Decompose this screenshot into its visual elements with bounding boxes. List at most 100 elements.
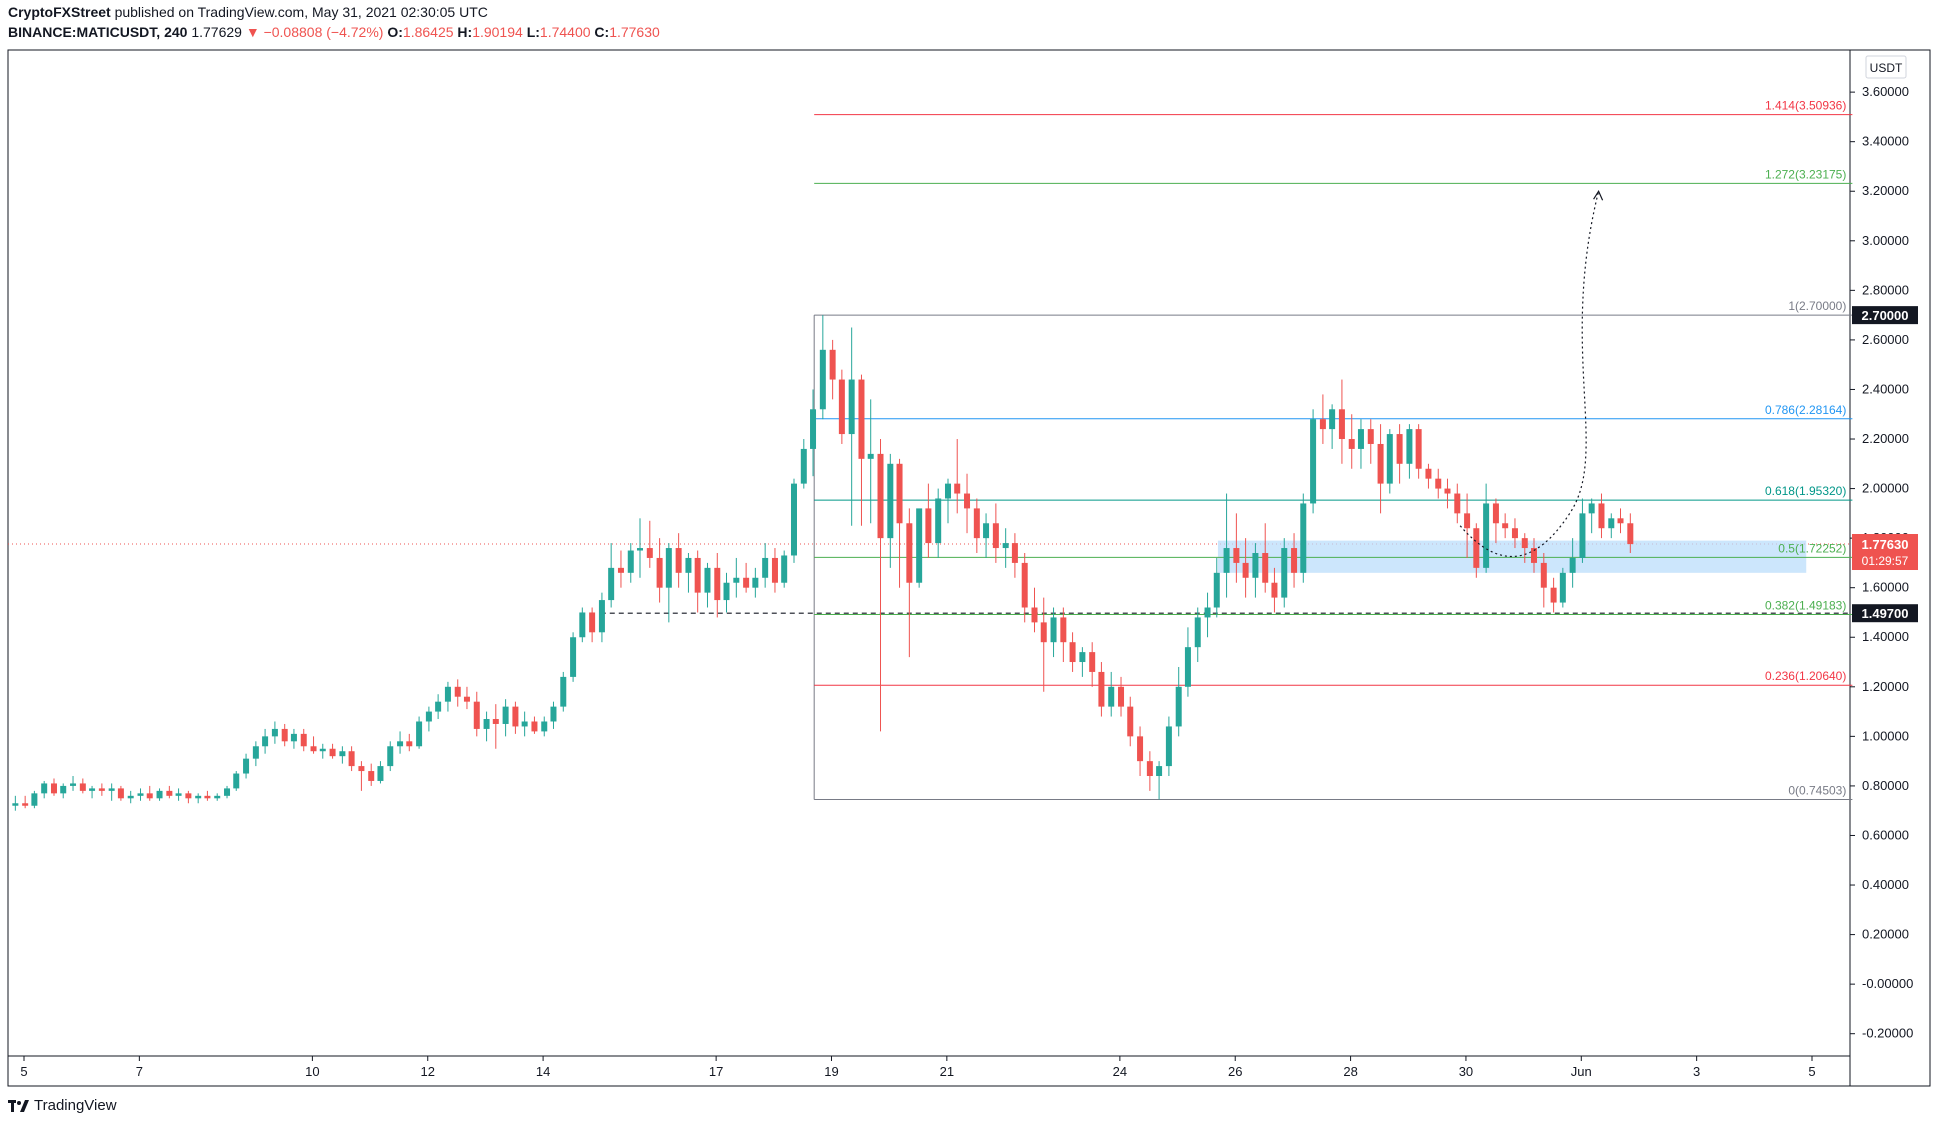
candle-body (195, 795, 202, 799)
candle-body (1406, 429, 1413, 464)
candle-body (829, 349, 836, 380)
candle-body (1454, 493, 1461, 514)
author-name[interactable]: CryptoFXStreet (8, 4, 111, 20)
publish-info: published on TradingView.com, May 31, 20… (114, 4, 488, 20)
candle-body (1464, 513, 1471, 529)
fib-level-label: 0.5(1.72252) (1778, 541, 1846, 555)
candle-body (406, 741, 413, 747)
candle-body (1310, 419, 1317, 504)
y-tick-label: 2.00000 (1862, 481, 1909, 496)
y-tick-label: 3.40000 (1862, 134, 1909, 149)
candle-body (1579, 513, 1586, 558)
tradingview-logo-icon (8, 1099, 29, 1112)
candle-body (1550, 587, 1557, 603)
fib-level-label: 0.236(1.20640) (1765, 669, 1846, 683)
currency-box (1865, 55, 1907, 79)
candle-body (1348, 439, 1355, 449)
down-arrow-icon: ▼ (245, 24, 260, 40)
candle-body (1233, 548, 1240, 563)
candle-body (1146, 761, 1153, 777)
candle-body (425, 711, 432, 722)
support-price-tag (1852, 604, 1918, 623)
candle-body (1040, 622, 1047, 643)
candle-body (589, 612, 596, 633)
candle-body (117, 788, 124, 799)
chart-header-ohlc-line: BINANCE:MATICUSDT, 240 1.77629 ▼ −0.0880… (8, 24, 660, 40)
x-tick-label: 19 (824, 1064, 838, 1079)
fib-level-label: 1(2.70000) (1788, 299, 1846, 313)
candle-body (838, 379, 845, 435)
candle-body (1031, 607, 1038, 623)
last-price-tag-label: 1.77630 (1862, 537, 1909, 552)
x-tick-label: 10 (305, 1064, 319, 1079)
candle-body (646, 548, 653, 558)
candle-body (1608, 518, 1615, 529)
candle-body (1329, 409, 1336, 430)
candle-body (1377, 443, 1384, 484)
candle-body (1357, 429, 1364, 449)
candle-body (1617, 518, 1624, 524)
candle-body (1415, 429, 1422, 469)
candle-body (416, 721, 423, 747)
candle-body (1598, 503, 1605, 529)
y-tick-label: 2.60000 (1862, 332, 1909, 347)
candle-body (233, 773, 240, 789)
candle-body (983, 523, 990, 539)
open-label: O: (387, 24, 403, 40)
candle-body (204, 795, 211, 799)
y-tick-label: 3.00000 (1862, 233, 1909, 248)
candle-body (89, 788, 96, 791)
last-price-tag (1852, 534, 1918, 571)
candle-body (41, 783, 48, 794)
candle-body (858, 379, 865, 459)
candle-body (1319, 419, 1326, 430)
candle-body (935, 498, 942, 544)
candle-body (685, 557, 692, 573)
y-tick-label: -0.00000 (1862, 976, 1913, 991)
candle-body (79, 783, 86, 791)
candle-body (906, 523, 913, 583)
candle-body (1492, 503, 1499, 524)
candle-body (781, 555, 788, 583)
x-tick-label: 26 (1228, 1064, 1242, 1079)
candle-body (368, 771, 375, 781)
x-tick-label: 24 (1113, 1064, 1127, 1079)
tradingview-brand[interactable]: TradingView (34, 1097, 117, 1114)
candle-body (166, 790, 173, 796)
fib-level-label: 1.414(3.50936) (1765, 99, 1846, 113)
candle-body (1396, 434, 1403, 464)
y-tick-label: 1.00000 (1862, 728, 1909, 743)
candle-body (1367, 429, 1374, 444)
candle-body (867, 453, 874, 459)
candle-body (502, 706, 509, 724)
high-value: 1.90194 (472, 24, 523, 40)
candle-body (916, 508, 923, 583)
candle-body (675, 548, 682, 573)
candle-body (1175, 686, 1182, 727)
candle-body (1444, 488, 1451, 494)
candle-body (964, 493, 971, 509)
y-tick-label: 1.20000 (1862, 679, 1909, 694)
candle-body (329, 748, 336, 757)
candle-body (714, 567, 721, 601)
candle-body (1127, 706, 1134, 737)
y-tick-label: 2.80000 (1862, 282, 1909, 297)
candle-body (570, 637, 577, 677)
high-label: H: (457, 24, 473, 40)
candle-body (800, 448, 807, 484)
candle-body (848, 379, 855, 435)
candle-body (1223, 548, 1230, 573)
close-label: C: (594, 24, 610, 40)
candle-body (896, 463, 903, 524)
tradingview-footer: TradingView (8, 1097, 117, 1114)
low-label: L: (526, 24, 540, 40)
y-tick-label: 2.20000 (1862, 431, 1909, 446)
candle-body (492, 719, 499, 724)
x-tick-label: 14 (536, 1064, 550, 1079)
candle-body (1137, 736, 1144, 762)
demand-zone (1217, 540, 1807, 573)
y-tick-label: 0.40000 (1862, 877, 1909, 892)
candle-body (925, 508, 932, 544)
candle-body (1204, 607, 1211, 618)
